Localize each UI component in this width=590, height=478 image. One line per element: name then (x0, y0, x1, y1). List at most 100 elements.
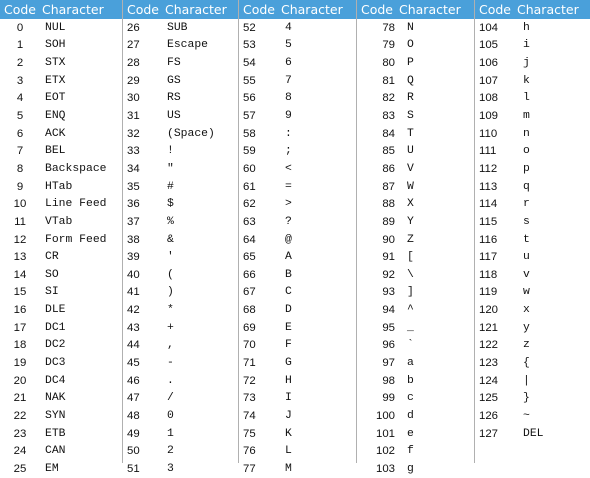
character-cell: GS (167, 74, 181, 87)
table-row: 46. (123, 372, 238, 390)
character-cell: EOT (45, 92, 66, 105)
character-cell: BEL (45, 145, 66, 158)
table-row: 107 k (475, 72, 590, 90)
table-row: 42 * (123, 301, 238, 319)
character-cell: CAN (45, 445, 66, 458)
character-cell: V (407, 162, 414, 175)
table-row: 81 Q (357, 72, 474, 90)
code-cell: 89 (382, 215, 395, 228)
character-cell: j (523, 57, 530, 70)
character-cell: NAK (45, 392, 66, 405)
character-cell: , (167, 339, 174, 352)
code-cell: 12 (13, 233, 27, 246)
code-cell: 64 (243, 233, 256, 246)
table-row: 116 t (475, 231, 590, 249)
character-cell: % (167, 215, 174, 228)
code-cell: 45 (127, 356, 140, 369)
character-cell: _ (407, 321, 414, 334)
character-cell: L (285, 445, 292, 458)
table-row: 52 4 (239, 19, 356, 37)
character-cell: k (523, 74, 530, 87)
table-row: 75 K (239, 425, 356, 443)
character-cell: { (523, 356, 530, 369)
code-cell: 31 (127, 110, 140, 123)
character-cell: ^ (407, 304, 414, 317)
code-cell: 55 (243, 74, 256, 87)
character-cell: - (167, 356, 174, 369)
table-row: 72 H (239, 372, 356, 390)
character-cell: CR (45, 251, 59, 264)
code-cell: 7 (16, 145, 24, 158)
code-cell: 106 (479, 57, 499, 70)
table-row: 6 ACK (0, 125, 122, 143)
character-cell: x (523, 304, 530, 317)
character-cell: c (407, 392, 414, 405)
character-cell: ' (167, 251, 174, 264)
code-cell: 65 (243, 251, 256, 264)
character-cell: 5 (285, 39, 292, 52)
code-cell: 121 (479, 321, 499, 334)
table-row: 113 q (475, 178, 590, 196)
code-cell: 111 (479, 145, 497, 158)
code-cell: 90 (382, 233, 395, 246)
table-row: 28 FS (123, 54, 238, 72)
character-cell: Line Feed (45, 198, 107, 211)
character-cell: R (407, 92, 414, 105)
code-cell: 3 (16, 74, 24, 87)
character-cell: 9 (285, 110, 292, 123)
character-cell: o (523, 145, 530, 158)
code-cell: 109 (479, 110, 499, 123)
code-cell: 77 (243, 462, 256, 475)
character-cell: ! (167, 145, 174, 158)
code-cell: 1 (16, 39, 24, 52)
code-cell: 37 (127, 215, 140, 228)
code-cell: 73 (243, 392, 256, 405)
character-cell: \ (407, 268, 414, 281)
table-row: 18 DC2 (0, 337, 122, 355)
code-cell: 66 (243, 268, 256, 281)
header-character: Character (517, 2, 579, 17)
character-cell: Form Feed (45, 233, 107, 246)
code-cell: 87 (382, 180, 395, 193)
character-cell: STX (45, 57, 66, 70)
table-row: 48 0 (123, 407, 238, 425)
code-cell: 126 (479, 409, 499, 422)
code-cell: 9 (16, 180, 24, 193)
code-cell: 85 (382, 145, 395, 158)
character-cell: w (523, 286, 530, 299)
table-row: 29 GS (123, 72, 238, 90)
character-cell: t (523, 233, 530, 246)
character-cell: v (523, 268, 530, 281)
code-cell: 47 (127, 392, 140, 405)
code-cell: 46 (127, 374, 140, 387)
code-cell: 113 (479, 180, 498, 193)
character-cell: / (167, 392, 174, 405)
code-cell: 58 (243, 127, 256, 140)
table-row: 38 & (123, 231, 238, 249)
code-cell: 103 (375, 462, 395, 475)
table-row: 21 NAK (0, 389, 122, 407)
table-row: 97 a (357, 354, 474, 372)
code-cell: 61 (243, 180, 256, 193)
table-row: 100 d (357, 407, 474, 425)
character-cell: H (285, 374, 292, 387)
table-row: 65 A (239, 248, 356, 266)
table-rows: 0 NUL 1 SOH 2 STX 3 ETX 4 EOT 5 ENQ 6 ACK 7 BEL 8 Backspa… (0, 19, 122, 478)
code-cell: 118 (479, 268, 498, 281)
code-cell: 41 (127, 286, 140, 299)
character-cell: T (407, 127, 414, 140)
character-cell: ` (407, 339, 414, 352)
character-cell: ) (167, 286, 174, 299)
table-row: 39 ' (123, 248, 238, 266)
table-row: 76 L (239, 442, 356, 460)
code-cell: 59 (243, 145, 256, 158)
character-cell: ETB (45, 427, 66, 440)
character-cell: a (407, 356, 414, 369)
table-rows: 52 4 53 5 54 6 55 7 56 8 57 9 58:59; 60 <61 = 62 >63? 64 @6… (239, 19, 356, 478)
character-cell: * (167, 304, 174, 317)
code-cell: 70 (243, 339, 256, 352)
table-row: 15 SI (0, 284, 122, 302)
table-row: 85 U (357, 142, 474, 160)
table-row: 124 | (475, 372, 590, 390)
